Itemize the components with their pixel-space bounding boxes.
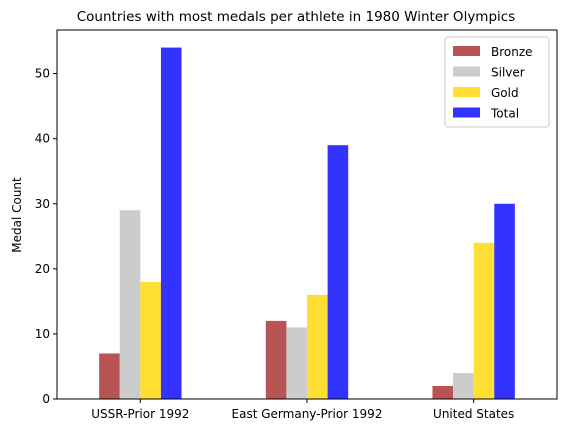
legend-swatch-bronze	[453, 46, 480, 56]
chart-title: Countries with most medals per athlete i…	[77, 9, 515, 25]
bar-bronze-0	[99, 353, 120, 399]
bar-total-2	[494, 203, 515, 399]
bar-gold-1	[307, 294, 328, 399]
y-tick-label: 0	[42, 392, 50, 406]
bar-silver-0	[119, 210, 141, 399]
bar-total-1	[327, 145, 349, 399]
x-tick-label: United States	[433, 407, 514, 421]
y-tick-label: 30	[35, 197, 50, 211]
y-tick-label: 50	[35, 67, 50, 81]
bar-silver-1	[286, 327, 307, 399]
bar-bronze-2	[432, 385, 454, 399]
y-tick-label: 20	[35, 262, 50, 276]
bar-gold-2	[473, 242, 495, 399]
bar-total-0	[160, 47, 182, 399]
bar-silver-2	[453, 372, 474, 399]
legend-swatch-silver	[453, 66, 480, 77]
legend-swatch-gold	[453, 87, 480, 97]
legend-label-total: Total	[490, 107, 519, 121]
y-tick-label: 10	[35, 327, 50, 341]
x-tick-label: USSR-Prior 1992	[91, 407, 189, 421]
bars-group	[99, 47, 515, 399]
legend-box	[444, 36, 550, 128]
legend-label-bronze: Bronze	[491, 45, 533, 59]
legend-swatch-total	[453, 107, 480, 118]
legend-label-silver: Silver	[491, 66, 525, 80]
bar-bronze-1	[265, 320, 287, 399]
y-axis-ticks: 0 10 20 30 40 50	[35, 67, 57, 406]
y-axis-label: Medal Count	[10, 177, 24, 253]
y-tick-label: 40	[35, 132, 50, 146]
x-axis-ticks: USSR-Prior 1992 East Germany-Prior 1992 Un…	[91, 399, 514, 421]
plot-frame	[56, 29, 558, 400]
legend-label-gold: Gold	[491, 86, 519, 100]
bar-gold-0	[140, 281, 161, 399]
legend: Bronze Silver Gold Total	[444, 36, 550, 128]
x-tick-label: East Germany-Prior 1992	[232, 407, 383, 421]
